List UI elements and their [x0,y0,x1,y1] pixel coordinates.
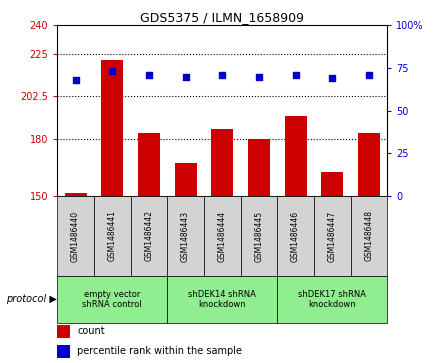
Bar [241,196,277,276]
Text: GSM1486444: GSM1486444 [218,211,227,261]
Bar [131,196,167,276]
Bar [204,196,241,276]
Bar [101,61,123,196]
Bar [358,132,380,196]
Bar [175,163,197,196]
Text: empty vector
shRNA control: empty vector shRNA control [82,290,142,309]
Title: GDS5375 / ILMN_1658909: GDS5375 / ILMN_1658909 [140,11,304,24]
Bar [351,196,387,276]
Point [292,72,299,78]
Text: shDEK14 shRNA
knockdown: shDEK14 shRNA knockdown [188,290,256,309]
Text: GSM1486442: GSM1486442 [144,211,154,261]
Point [255,74,262,79]
Point [329,76,336,81]
Point [182,74,189,79]
Text: GSM1486445: GSM1486445 [254,211,264,261]
Text: count: count [77,326,105,336]
Bar [277,196,314,276]
Point [365,72,372,78]
Bar [211,129,233,196]
Text: percentile rank within the sample: percentile rank within the sample [77,346,242,356]
Bar [138,132,160,196]
Bar [94,196,131,276]
Text: GSM1486441: GSM1486441 [108,211,117,261]
Bar [314,196,351,276]
Text: GSM1486447: GSM1486447 [328,211,337,261]
Bar [285,117,307,196]
Text: shDEK17 shRNA
knockdown: shDEK17 shRNA knockdown [298,290,366,309]
Point [109,69,116,74]
Point [145,72,152,78]
Bar [65,193,87,196]
Bar [167,196,204,276]
Bar [57,276,167,323]
Text: GSM1486446: GSM1486446 [291,211,300,261]
Point [219,72,226,78]
Bar [248,139,270,196]
Text: GSM1486448: GSM1486448 [364,211,374,261]
Bar [321,172,343,196]
Bar [167,276,277,323]
Bar [57,325,70,338]
Point [72,77,79,83]
Text: GSM1486440: GSM1486440 [71,211,80,261]
Bar [57,345,70,358]
Text: protocol ▶: protocol ▶ [6,294,56,305]
Bar [57,196,94,276]
Text: GSM1486443: GSM1486443 [181,211,190,261]
Bar [277,276,387,323]
